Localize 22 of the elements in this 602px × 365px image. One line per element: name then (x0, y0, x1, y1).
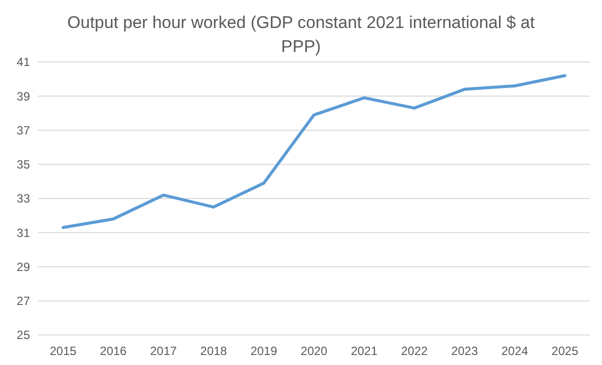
x-tick-label: 2018 (200, 344, 228, 358)
y-tick-label: 31 (16, 226, 30, 240)
x-tick-label: 2017 (150, 344, 178, 358)
line-series (62, 74, 566, 230)
x-tick-label: 2019 (250, 344, 278, 358)
y-tick-label: 41 (16, 55, 30, 70)
x-tick-label: 2023 (451, 344, 478, 358)
x-tick-label: 2024 (501, 344, 528, 358)
y-tick-label: 25 (16, 328, 30, 342)
y-tick-label: 37 (16, 123, 30, 138)
chart-title: Output per hour worked (GDP constant 2021 international $ at PPP) (67, 13, 536, 56)
x-tick-label: 2015 (50, 344, 77, 358)
y-tick-label: 29 (16, 260, 30, 274)
y-tick-label: 27 (16, 294, 30, 308)
x-tick-label: 2020 (300, 344, 328, 358)
x-tick-label: 2025 (552, 344, 579, 358)
y-tick-label: 39 (16, 89, 30, 104)
y-tick-label: 35 (16, 158, 30, 172)
x-tick-label: 2016 (100, 344, 127, 358)
x-tick-label: 2022 (401, 344, 428, 358)
x-tick-label: 2021 (350, 344, 378, 358)
y-tick-label: 33 (16, 192, 30, 206)
